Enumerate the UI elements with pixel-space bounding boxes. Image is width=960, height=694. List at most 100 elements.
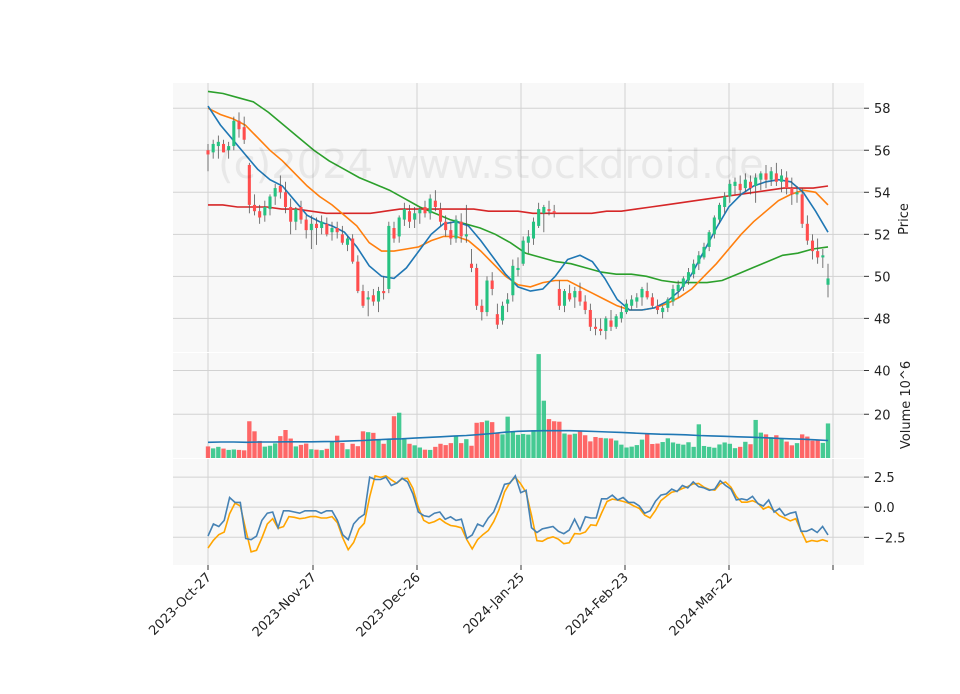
- volume-bar: [226, 449, 231, 458]
- volume-bar: [293, 446, 299, 458]
- volume-bar: [381, 443, 386, 458]
- candle-body: [516, 267, 520, 271]
- volume-bar: [712, 447, 717, 458]
- candle-body: [552, 211, 556, 214]
- candle-body: [366, 297, 370, 300]
- candle-body: [258, 211, 262, 218]
- volume-bar: [526, 434, 531, 458]
- volume-bar: [753, 419, 758, 458]
- candle-body: [309, 223, 313, 231]
- volume-bar: [365, 432, 371, 458]
- volume-bar: [216, 446, 221, 458]
- candle-body: [444, 221, 448, 231]
- candle-body: [237, 120, 241, 130]
- candle-body: [733, 181, 737, 186]
- volume-bar: [267, 445, 273, 458]
- candle-body: [278, 185, 282, 193]
- candle-body: [227, 146, 231, 151]
- price-ytick-label: 54: [874, 186, 891, 201]
- volume-bar: [737, 446, 743, 458]
- candle-body: [335, 228, 339, 233]
- candle-body: [578, 291, 582, 302]
- volume-bar: [510, 431, 516, 458]
- candle-body: [387, 225, 391, 289]
- x-tick-label: 2023-Oct-27: [146, 570, 214, 638]
- candle-body: [490, 280, 494, 289]
- candle-body: [702, 246, 706, 258]
- indicator-line-b: [207, 474, 829, 553]
- candle-body: [717, 204, 722, 220]
- candle-body: [397, 217, 401, 237]
- volume-bar: [577, 430, 583, 458]
- candle-body: [779, 175, 784, 182]
- candle-body: [790, 188, 794, 195]
- candle-body: [816, 251, 820, 258]
- price-ytick-label: 52: [874, 228, 891, 243]
- volume-bar: [660, 442, 665, 458]
- watermark: (c)2024 www.stockdroid.de: [218, 142, 764, 188]
- volume-bar: [655, 443, 660, 458]
- volume-bar: [639, 439, 645, 458]
- volume-bar: [799, 434, 805, 458]
- candle-body: [676, 284, 680, 292]
- volume-bar: [340, 442, 345, 458]
- volume-bar: [572, 433, 578, 458]
- volume-bar: [236, 449, 242, 458]
- candle-body: [759, 173, 763, 180]
- candle-body: [382, 291, 386, 294]
- volume-bar: [691, 446, 696, 458]
- candle-body: [738, 183, 742, 191]
- candle-body: [800, 194, 804, 224]
- volume-bar: [546, 419, 552, 458]
- volume-bar: [371, 432, 376, 458]
- volume-bar: [593, 437, 598, 458]
- candle-body: [361, 291, 365, 306]
- volume-bar: [613, 440, 619, 458]
- candle-body: [531, 221, 536, 239]
- volume-bar: [438, 443, 443, 458]
- candle-body: [785, 177, 789, 189]
- ma-slow-line: [207, 90, 829, 284]
- indicator-ytick-label: 0.0: [874, 501, 895, 516]
- candle-body: [449, 230, 453, 239]
- volume-axis-label: Volume 10^6: [899, 361, 914, 449]
- candle-body: [526, 236, 530, 243]
- volume-bar: [288, 438, 293, 458]
- candle-body: [754, 177, 758, 186]
- indicator-background: [173, 459, 864, 565]
- candle-body: [748, 181, 753, 189]
- volume-bar: [567, 434, 572, 458]
- candle-body: [299, 206, 303, 220]
- candle-body: [376, 291, 381, 302]
- price-panel: 48 50 52 54 56 58: [173, 83, 891, 352]
- volume-bar: [458, 443, 464, 458]
- volume-bar: [650, 444, 655, 458]
- volume-bar: [324, 448, 330, 458]
- volume-bar: [696, 424, 702, 458]
- volume-bar: [810, 440, 815, 458]
- candle-body: [407, 211, 412, 222]
- candle-body: [614, 316, 618, 327]
- candle-body: [640, 288, 644, 298]
- candle-body: [485, 280, 489, 313]
- volume-bar: [453, 435, 459, 458]
- candle-body: [216, 141, 220, 147]
- volume-bar: [758, 432, 764, 458]
- volume-bar: [582, 435, 588, 458]
- candle-body: [707, 232, 711, 247]
- volume-bar: [815, 440, 820, 458]
- volume-bar: [319, 450, 324, 458]
- candle-body: [661, 307, 665, 313]
- volume-bar: [479, 422, 485, 458]
- volume-bar: [820, 442, 826, 458]
- x-tick-label: 2024-Jan-25: [461, 570, 528, 637]
- price-ytick-label: 58: [874, 102, 891, 117]
- volume-bar: [825, 423, 831, 458]
- candle-body: [480, 305, 484, 313]
- candle-body: [650, 297, 654, 306]
- volume-bar: [241, 450, 247, 458]
- volume-bar: [619, 444, 624, 458]
- volume-bar: [376, 438, 381, 458]
- candle-body: [671, 288, 675, 302]
